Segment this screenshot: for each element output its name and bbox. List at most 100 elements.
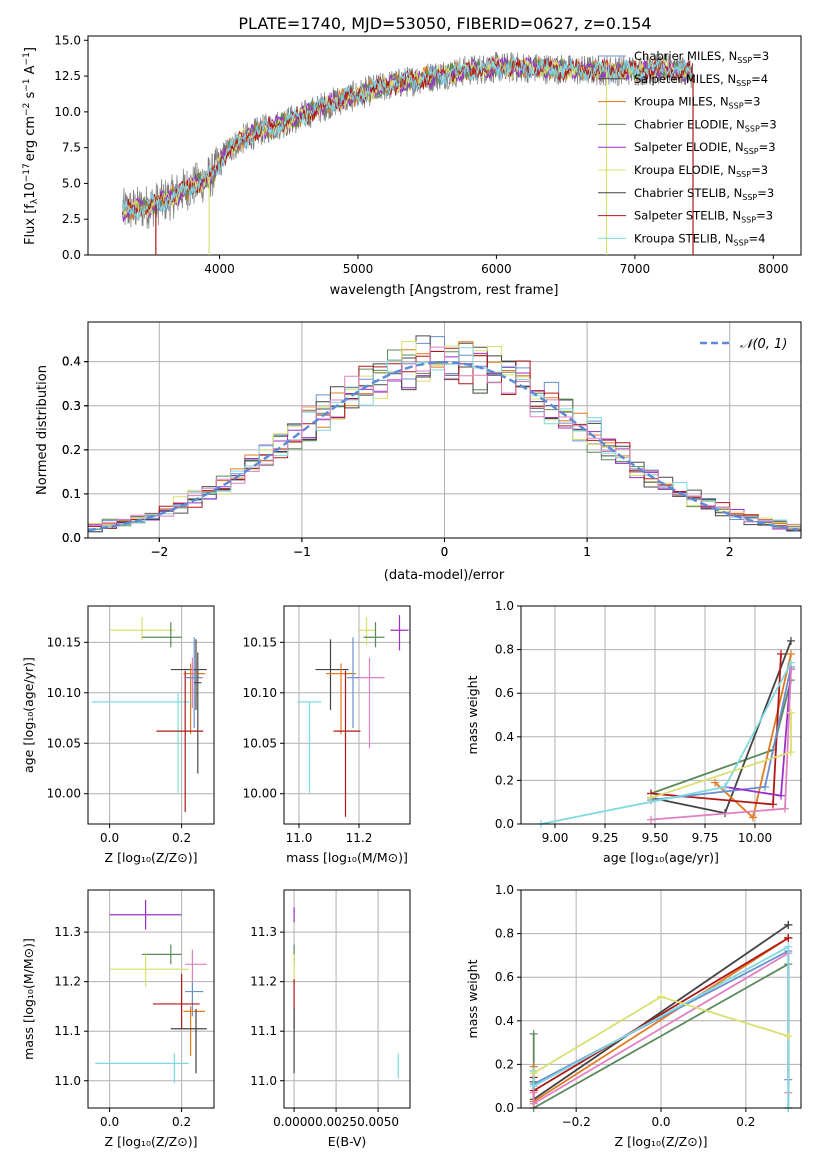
y-tick-label: 0.1 bbox=[62, 487, 81, 501]
panel-xlabel: mass [log₁₀(M/M⊙)] bbox=[286, 850, 408, 865]
panel-xlabel: Z [log₁₀(Z/Z⊙)] bbox=[615, 1134, 708, 1149]
figure-title: PLATE=1740, MJD=53050, FIBERID=0627, z=0… bbox=[238, 14, 651, 33]
legend-label: 𝒩(0, 1) bbox=[740, 337, 787, 352]
y-tick-label: 11.0 bbox=[54, 1074, 81, 1088]
spectrum-legend: Chabrier MILES, NSSP=3 Salpeter MILES, NS… bbox=[598, 49, 777, 247]
x-tick-label: 1 bbox=[583, 545, 591, 559]
mass-vs-z-panel: 0.0 0.2 11.0 11.1 11.2 11.3 Z [log₁₀(Z/Z⊙)] mas… bbox=[21, 889, 215, 1149]
spectrum-frame bbox=[87, 35, 802, 256]
x-tick-label: −0.2 bbox=[562, 1115, 591, 1129]
y-tick-label: 11.1 bbox=[54, 1024, 81, 1038]
legend-label: Kroupa ELODIE, NSSP=3 bbox=[634, 163, 768, 179]
gaussian-curve bbox=[87, 360, 799, 532]
y-tick-label: 0.4 bbox=[495, 1014, 514, 1028]
x-tick-label: 0.2 bbox=[172, 1115, 191, 1129]
x-tick-label: 0.2 bbox=[172, 831, 191, 845]
x-tick-label: 9.75 bbox=[692, 831, 719, 845]
histogram-xticks: −2 −1 0 1 2 bbox=[150, 538, 734, 559]
x-tick-label: 10.00 bbox=[738, 831, 772, 845]
panel-ylabel: mass weight bbox=[465, 675, 480, 754]
panel-ylabel: mass weight bbox=[465, 959, 480, 1038]
y-tick-label: 0.2 bbox=[495, 1057, 514, 1071]
y-tick-label: 10.0 bbox=[54, 105, 81, 119]
y-tick-label: 7.5 bbox=[62, 141, 81, 155]
y-tick-label: 10.05 bbox=[47, 736, 81, 750]
y-tick-label: 0.4 bbox=[62, 355, 81, 369]
y-tick-label: 0.4 bbox=[62, 355, 81, 369]
y-tick-label: 0.0 bbox=[62, 248, 81, 262]
panel-ylabel: age [log₁₀(age/yr)] bbox=[21, 657, 36, 773]
x-tick-label: 4000 bbox=[204, 262, 235, 276]
legend-label: Chabrier ELODIE, NSSP=3 bbox=[634, 117, 777, 133]
spectrum-ylabel-units: erg cm bbox=[23, 116, 38, 161]
legend-label: Salpeter STELIB, NSSP=3 bbox=[634, 209, 773, 225]
y-tick-label: 0.0 bbox=[62, 531, 81, 545]
y-tick-label: 0.2 bbox=[62, 443, 81, 457]
x-tick-label: 9.50 bbox=[642, 831, 669, 845]
x-tick-label: 0 bbox=[441, 545, 449, 559]
x-tick-label: −1 bbox=[293, 545, 311, 559]
y-tick-label: 0.8 bbox=[495, 927, 514, 941]
y-tick-label: 1.0 bbox=[495, 883, 514, 897]
x-tick-label: 11.2 bbox=[346, 831, 373, 845]
y-tick-label: 10.15 bbox=[243, 635, 277, 649]
age-vs-z-panel: 0.0 0.2 10.00 10.05 10.10 10.15 Z [log₁₀(Z/Z⊙)… bbox=[21, 605, 215, 865]
y-tick-label: 0.8 bbox=[495, 643, 514, 657]
panel-xlabel: E(B-V) bbox=[328, 1134, 367, 1149]
histogram-yticks: 0.0 0.1 0.2 0.3 0.4 bbox=[62, 355, 88, 545]
massweight-vs-age-panel: 9.00 9.25 9.50 9.75 10.00 0.0 0.2 0.4 0.6 0.8 1.0 a… bbox=[465, 599, 802, 865]
panel-frame bbox=[87, 605, 215, 825]
x-tick-label: 0.0 bbox=[100, 831, 119, 845]
panel-ylabel: mass [log₁₀(M/M⊙)] bbox=[21, 938, 36, 1060]
y-tick-label: 0.6 bbox=[495, 970, 514, 984]
y-tick-label: 0.3 bbox=[62, 399, 81, 413]
x-tick-label: 2 bbox=[726, 545, 734, 559]
y-tick-label: 11.0 bbox=[250, 1074, 277, 1088]
y-tick-label: 0.6 bbox=[495, 686, 514, 700]
x-tick-label: −1 bbox=[293, 545, 311, 559]
spectrum-ylabel-exp: −17 bbox=[22, 163, 32, 182]
y-tick-label: 0.0 bbox=[62, 531, 81, 545]
y-tick-label: 15.0 bbox=[54, 33, 81, 47]
panel-xlabel: age [log₁₀(age/yr)] bbox=[603, 850, 719, 865]
y-tick-label: 10.15 bbox=[47, 635, 81, 649]
spectrum-model-line bbox=[122, 56, 693, 221]
legend-label: Chabrier MILES, NSSP=3 bbox=[634, 49, 769, 65]
residual-histogram-panel: −2 −1 0 1 2 0.0 0.1 0.2 0.3 0.4 −2 −1 0 1 2 0.0 0.1 0.2… bbox=[35, 321, 802, 583]
gaussian-line bbox=[87, 360, 799, 532]
x-tick-label: 0.0050 bbox=[357, 1115, 399, 1129]
x-tick-label: 0.0025 bbox=[315, 1115, 357, 1129]
x-tick-label: 11.0 bbox=[286, 831, 313, 845]
spectrum-panel: 4000 5000 6000 7000 8000 0.0 2.5 5.0 7.5 10.0 12.… bbox=[22, 33, 802, 298]
legend-label: Salpeter MILES, NSSP=4 bbox=[634, 72, 768, 88]
panel-frame bbox=[283, 605, 411, 825]
y-tick-label: 0.0 bbox=[495, 817, 514, 831]
y-tick-label: 1.0 bbox=[495, 599, 514, 613]
x-tick-label: −2 bbox=[150, 545, 168, 559]
spectrum-yticks: 0.0 2.5 5.0 7.5 10.0 12.5 15.0 bbox=[54, 33, 88, 262]
x-tick-label: 7000 bbox=[620, 262, 651, 276]
y-tick-label: 11.3 bbox=[250, 925, 277, 939]
mass-vs-ebv-panel: 0.0000 0.0025 0.0050 11.0 11.1 11.2 11.3 E(B-V) bbox=[250, 889, 411, 1149]
y-tick-label: 0.2 bbox=[62, 443, 81, 457]
spectrum-ylabel-rest: 10 bbox=[23, 182, 38, 199]
legend-label: Kroupa STELIB, NSSP=4 bbox=[634, 231, 765, 247]
spectrum-lines bbox=[122, 51, 694, 255]
spectrum-ylabel-main: Flux [f bbox=[23, 204, 38, 245]
panel-axes: 0.0 0.2 10.00 10.05 10.10 10.15 bbox=[47, 606, 214, 845]
legend-label: Chabrier STELIB, NSSP=3 bbox=[634, 186, 774, 202]
x-tick-label: 1 bbox=[583, 545, 591, 559]
x-tick-label: 5000 bbox=[343, 262, 374, 276]
y-tick-label: 11.3 bbox=[54, 925, 81, 939]
x-tick-label: 0.0 bbox=[100, 1115, 119, 1129]
y-tick-label: 10.10 bbox=[47, 686, 81, 700]
x-tick-label: 0.2 bbox=[736, 1115, 755, 1129]
x-tick-label: 0 bbox=[441, 545, 449, 559]
y-tick-label: 5.0 bbox=[62, 176, 81, 190]
panel-xlabel: Z [log₁₀(Z/Z⊙)] bbox=[105, 1134, 198, 1149]
y-tick-label: 10.00 bbox=[243, 787, 277, 801]
spectrum-xlabel: wavelength [Angstrom, rest frame] bbox=[330, 283, 559, 298]
y-tick-label: 11.2 bbox=[250, 975, 277, 989]
panel-xlabel: Z [log₁₀(Z/Z⊙)] bbox=[105, 850, 198, 865]
spectrum-xticks: 4000 5000 6000 7000 8000 bbox=[204, 255, 789, 276]
